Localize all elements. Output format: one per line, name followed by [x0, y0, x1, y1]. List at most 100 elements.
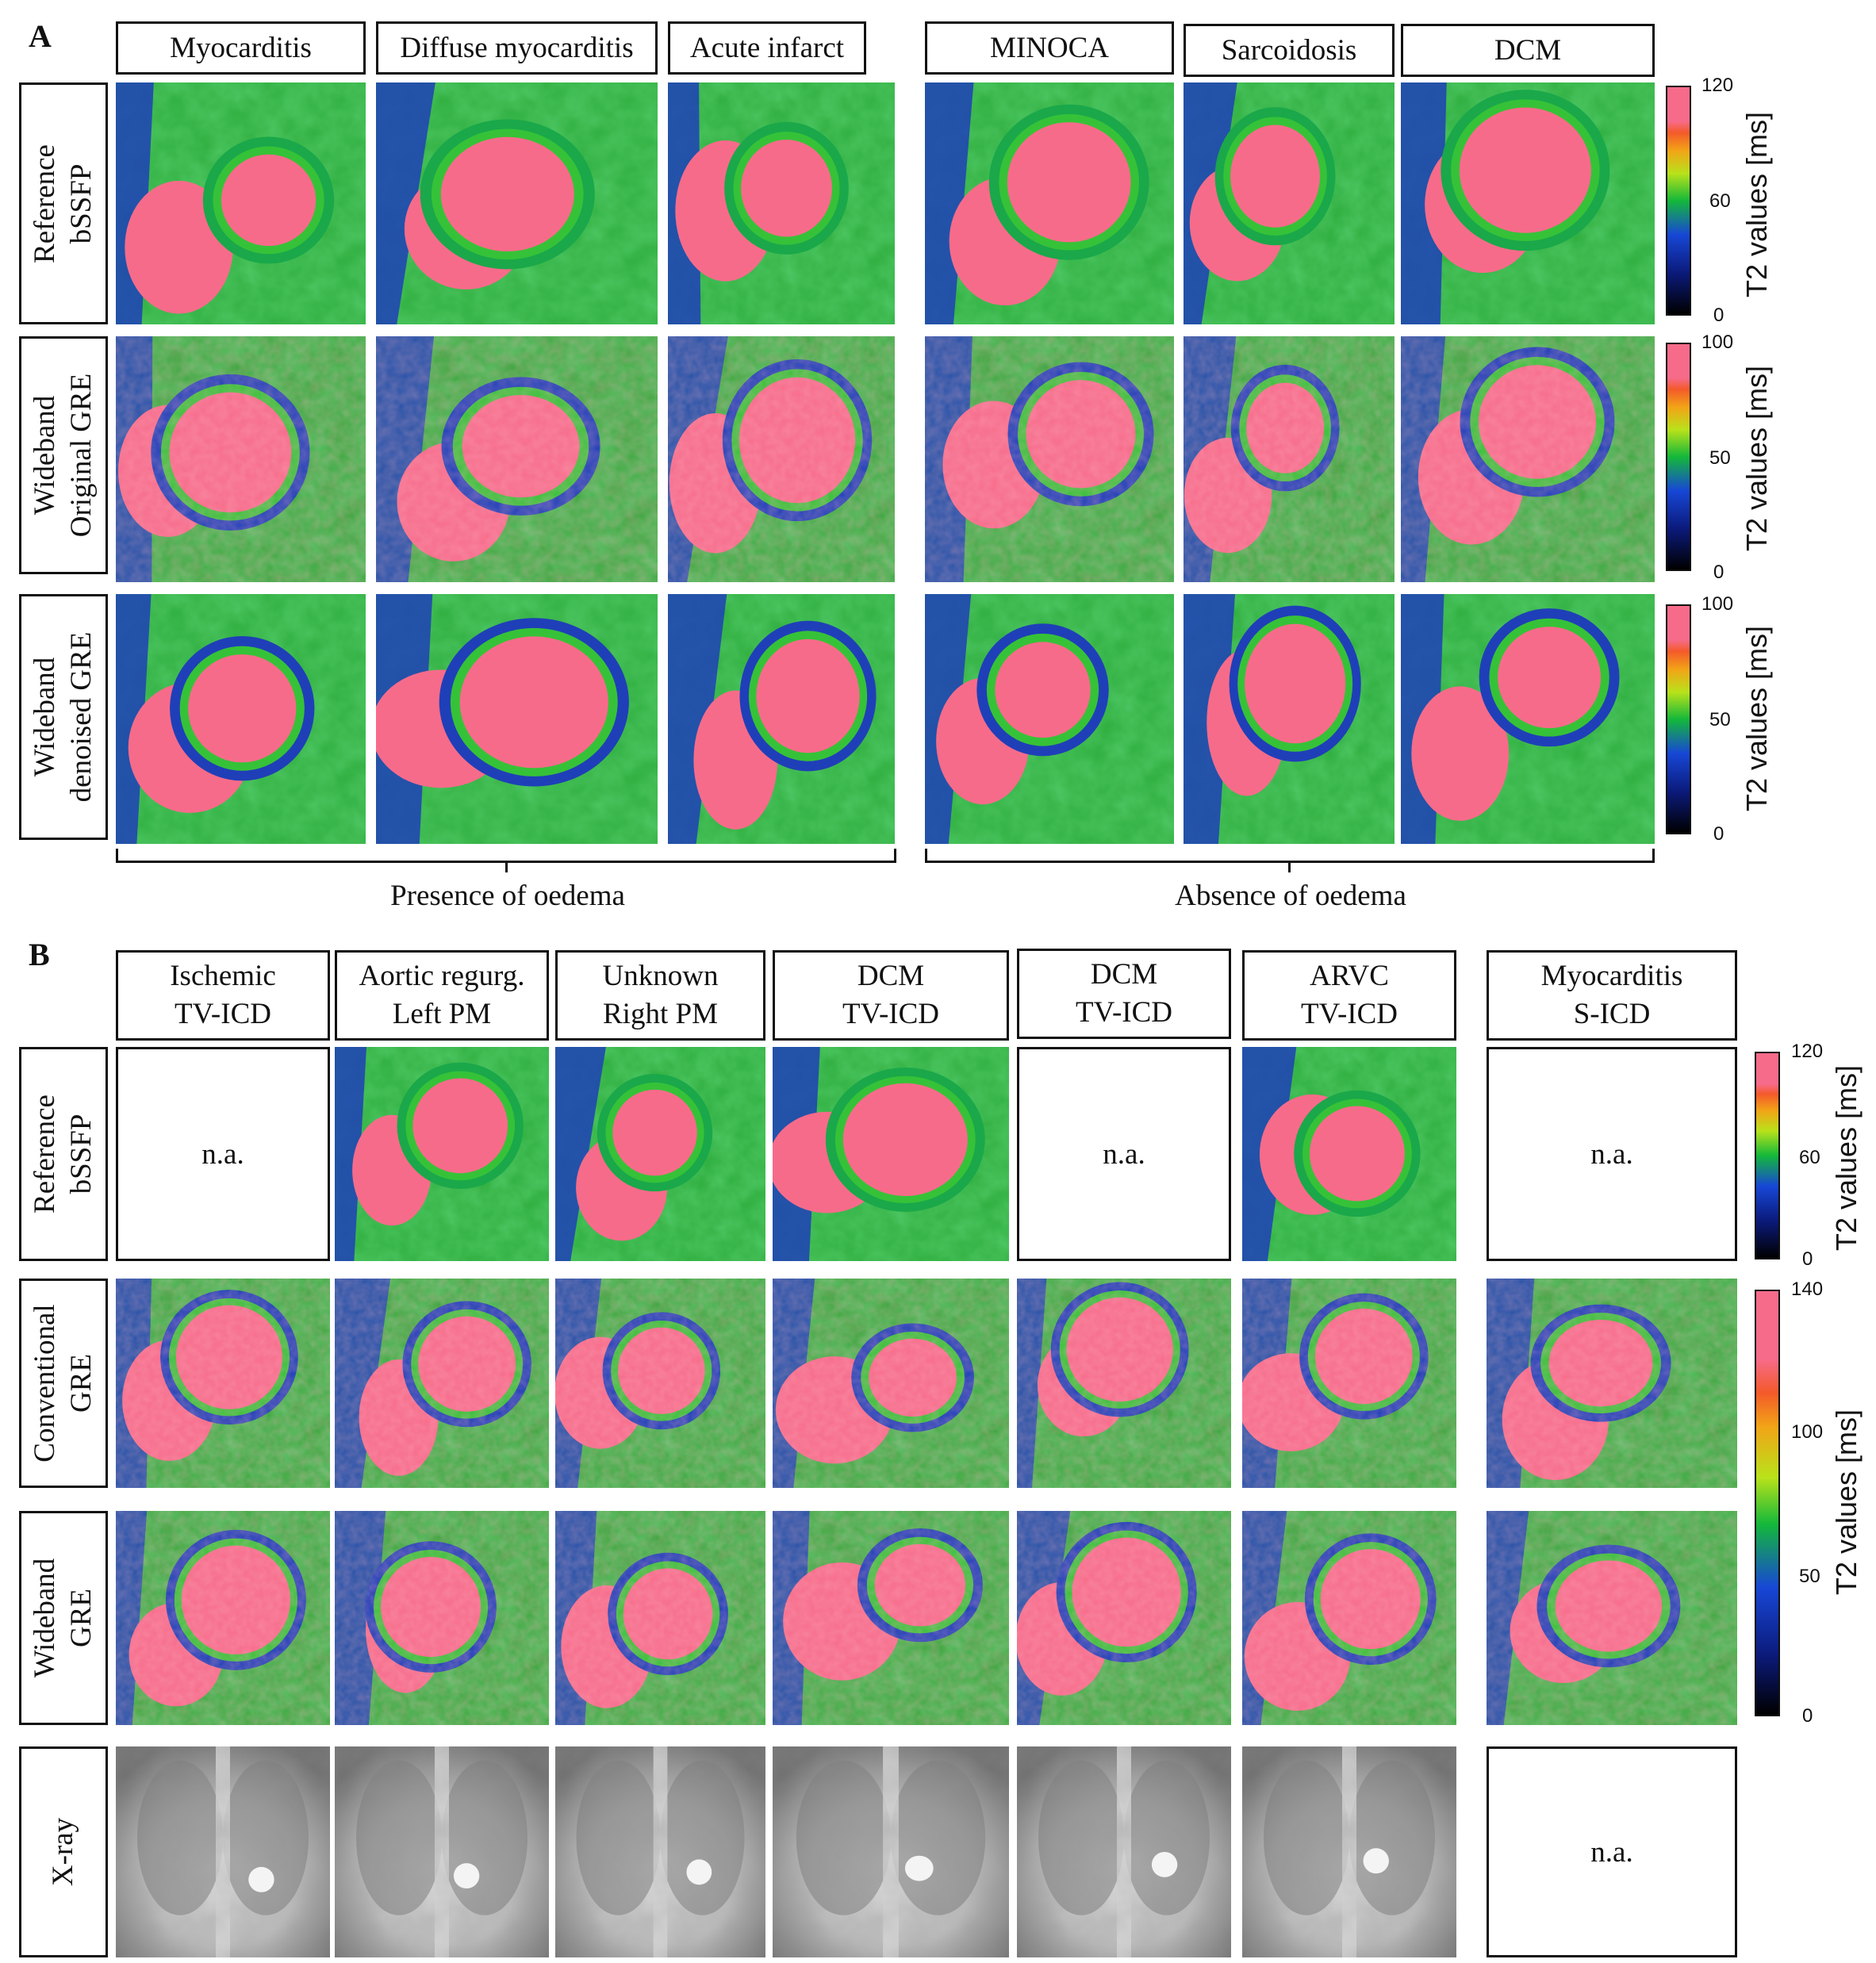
t2-map-image — [773, 1511, 1009, 1725]
panel-b-row-xray: X-ray — [19, 1746, 108, 1957]
panel-a-colorbar-reference — [1666, 86, 1691, 316]
colorbar-tick: 0 — [1802, 1705, 1813, 1727]
panel-a-row-label: Wideband denoised GRE — [29, 631, 98, 803]
t2-map-image — [376, 594, 658, 844]
t2-map-image — [1242, 1279, 1456, 1488]
t2-map-image — [555, 1279, 765, 1488]
panel-a-row-label: Wideband Original GRE — [29, 373, 98, 538]
t2-map-image — [1017, 1511, 1231, 1725]
xray-image — [555, 1746, 765, 1957]
xray-image — [116, 1746, 330, 1957]
panel-b-row-conventional-gre: Conventional GRE — [19, 1279, 108, 1488]
panel-b-row-reference-bssfp: Reference bSSFP — [19, 1047, 108, 1261]
t2-map-image — [376, 82, 658, 324]
panel-b-col-7: Myocarditis S-ICD — [1487, 950, 1737, 1041]
panel-a-col-acute-infarct: Acute infarct — [668, 21, 866, 75]
panel-a-colorbar-denoised — [1666, 604, 1691, 834]
colorbar-tick: 0 — [1713, 823, 1724, 845]
presence-of-oedema-label: Presence of oedema — [390, 880, 625, 912]
t2-map-image — [1401, 82, 1655, 324]
colorbar-title: T2 values [ms] — [1830, 1064, 1863, 1252]
t2-map-image — [773, 1047, 1009, 1261]
panel-b-col-6: ARVC TV-ICD — [1242, 950, 1456, 1041]
panel-a-col-dcm: DCM — [1401, 24, 1655, 77]
colorbar-tick: 120 — [1791, 1041, 1824, 1062]
t2-map-image — [925, 594, 1174, 844]
t2-map-image — [1184, 82, 1395, 324]
panel-a-col-myocarditis: Myocarditis — [116, 21, 366, 75]
xray-image — [1242, 1746, 1456, 1957]
colorbar-title: T2 values [ms] — [1740, 625, 1773, 812]
panel-b-row-label: X-ray — [47, 1817, 79, 1887]
t2-map-image — [1401, 594, 1655, 844]
panel-b-row-label: Conventional GRE — [29, 1304, 98, 1463]
t2-map-image — [1487, 1279, 1737, 1488]
colorbar-title: T2 values [ms] — [1740, 111, 1773, 298]
t2-map-image — [555, 1047, 765, 1261]
xray-image — [335, 1746, 549, 1957]
panel-a-colorbar-original — [1666, 343, 1691, 571]
panel-a-letter: A — [29, 18, 52, 54]
t2-map-image — [116, 336, 366, 582]
panel-b-row-label: Reference bSSFP — [29, 1095, 98, 1213]
bracket-center-tick — [505, 861, 508, 872]
colorbar-tick: 100 — [1701, 332, 1734, 353]
t2-map-image — [1184, 336, 1395, 582]
panel-a-row-wideband-denoised-gre: Wideband denoised GRE — [19, 594, 108, 840]
panel-a-row-wideband-original-gre: Wideband Original GRE — [19, 336, 108, 574]
not-available-cell: n.a. — [1017, 1047, 1231, 1261]
panel-a-row-reference-bssfp: Reference bSSFP — [19, 82, 108, 324]
panel-b-colorbar-gre — [1755, 1290, 1780, 1716]
colorbar-tick: 50 — [1709, 447, 1731, 469]
panel-b-col-3: Unknown Right PM — [555, 950, 765, 1041]
panel-b-row-label: Wideband GRE — [29, 1558, 98, 1678]
colorbar-tick: 60 — [1799, 1147, 1820, 1168]
panel-b-col-5: DCM TV-ICD — [1017, 949, 1231, 1039]
panel-a-row-label: Reference bSSFP — [29, 144, 98, 263]
t2-map-image — [1487, 1511, 1737, 1725]
colorbar-tick: 50 — [1799, 1566, 1820, 1587]
panel-b-col-1: Ischemic TV-ICD — [116, 950, 330, 1041]
xray-image — [773, 1746, 1009, 1957]
not-available-cell: n.a. — [1487, 1746, 1737, 1957]
panel-a-col-minoca: MINOCA — [925, 21, 1174, 75]
colorbar-tick: 0 — [1713, 305, 1724, 326]
t2-map-image — [555, 1511, 765, 1725]
panel-b-row-wideband-gre: Wideband GRE — [19, 1511, 108, 1725]
t2-map-image — [335, 1279, 549, 1488]
colorbar-tick: 100 — [1701, 593, 1734, 615]
t2-map-image — [116, 82, 366, 324]
t2-map-image — [335, 1047, 549, 1261]
t2-map-image — [116, 1279, 330, 1488]
t2-map-image — [668, 82, 895, 324]
colorbar-tick: 100 — [1791, 1421, 1824, 1443]
t2-map-image — [1242, 1047, 1456, 1261]
bracket-center-tick — [1288, 861, 1291, 872]
xray-image — [1017, 1746, 1231, 1957]
not-available-cell: n.a. — [116, 1047, 330, 1261]
t2-map-image — [925, 82, 1174, 324]
t2-map-image — [1184, 594, 1395, 844]
colorbar-title: T2 values [ms] — [1740, 365, 1773, 552]
t2-map-image — [925, 336, 1174, 582]
t2-map-image — [376, 336, 658, 582]
t2-map-image — [116, 594, 366, 844]
t2-map-image — [335, 1511, 549, 1725]
t2-map-image — [1017, 1279, 1231, 1488]
colorbar-tick: 50 — [1709, 709, 1731, 730]
not-available-cell: n.a. — [1487, 1047, 1737, 1261]
panel-a-col-diffuse-myocarditis: Diffuse myocarditis — [376, 21, 658, 75]
t2-map-image — [1401, 336, 1655, 582]
colorbar-title: T2 values [ms] — [1830, 1409, 1863, 1596]
t2-map-image — [116, 1511, 330, 1725]
colorbar-tick: 120 — [1701, 75, 1734, 96]
colorbar-tick: 60 — [1709, 190, 1731, 212]
t2-map-image — [773, 1279, 1009, 1488]
panel-b-col-4: DCM TV-ICD — [773, 950, 1009, 1041]
panel-b-col-2: Aortic regurg. Left PM — [335, 950, 549, 1041]
t2-map-image — [668, 336, 895, 582]
colorbar-tick: 140 — [1791, 1279, 1824, 1300]
absence-of-oedema-label: Absence of oedema — [1175, 880, 1406, 912]
colorbar-tick: 0 — [1713, 562, 1724, 583]
colorbar-tick: 0 — [1802, 1248, 1813, 1270]
